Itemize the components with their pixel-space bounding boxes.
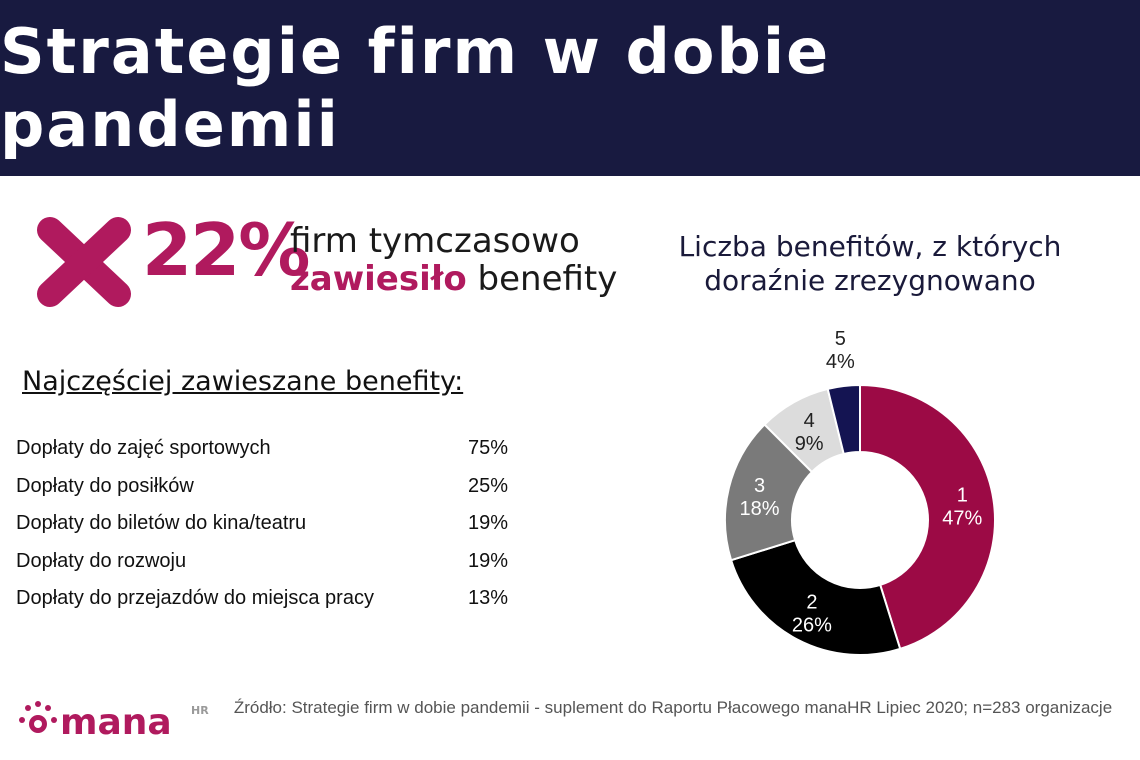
benefit-value: 75% <box>468 437 509 460</box>
benefit-label: Dopłaty do zajęć sportowych <box>16 437 271 460</box>
benefit-value: 13% <box>468 587 509 610</box>
highlight-line-2-rest: benefity <box>477 259 618 299</box>
page-title: Strategie firm w dobie pandemii <box>0 15 831 161</box>
pie-slice-1 <box>859 383 996 651</box>
benefit-label: Dopłaty do rozwoju <box>16 549 187 572</box>
benefit-value: 19% <box>468 512 509 535</box>
list-item: Dopłaty do posiłków 25% <box>16 468 516 506</box>
benefit-label: Dopłaty do posiłków <box>16 474 194 497</box>
benefit-label: Dopłaty do biletów do kina/teatru <box>16 512 307 535</box>
list-item: Dopłaty do biletów do kina/teatru 19% <box>16 505 516 543</box>
list-item: Dopłaty do przejazdów do miejsca pracy 1… <box>16 580 516 618</box>
benefit-value: 19% <box>468 549 509 572</box>
slice-category-label: 2 <box>806 592 817 614</box>
benefits-list: Dopłaty do zajęć sportowych 75% Dopłaty … <box>16 430 516 618</box>
highlight-line-1: firm tymczasowo <box>290 221 580 261</box>
highlight-percent: 22% <box>142 208 310 292</box>
donut-chart: 147% 226% 318% 49% 54% <box>724 330 996 656</box>
benefits-list-title: Najczęściej zawieszane benefity: <box>22 366 464 397</box>
pie-slice-5 <box>826 383 861 456</box>
pie-slice-2 <box>729 538 902 656</box>
mana-logo: mana HR <box>19 701 209 743</box>
list-item: Dopłaty do rozwoju 19% <box>16 543 516 581</box>
benefit-label: Dopłaty do przejazdów do miejsca pracy <box>16 587 374 610</box>
chart-title: Liczba benefitów, z których doraźnie zre… <box>678 230 1062 297</box>
list-item: Dopłaty do zajęć sportowych 75% <box>16 430 516 468</box>
logo-text: mana <box>60 702 172 743</box>
pie-slice-3 <box>724 423 814 562</box>
slice-value-label: 9% <box>795 433 824 455</box>
slice-value-label: 4% <box>826 351 855 373</box>
benefit-value: 25% <box>468 474 509 497</box>
slice-value-label: 26% <box>792 615 832 637</box>
slice-value-label: 47% <box>942 507 982 529</box>
source-note: Źródło: Strategie firm w dobie pandemii … <box>233 698 1113 717</box>
logo-suffix: HR <box>191 704 209 717</box>
highlight-line-2: zawiesiło benefity <box>290 260 617 298</box>
cross-icon <box>37 217 131 307</box>
slice-category-label: 3 <box>754 475 765 497</box>
highlight-text: firm tymczasowo zawiesiło benefity <box>290 222 617 298</box>
header-banner: Strategie firm w dobie pandemii <box>0 0 1140 176</box>
highlight-accent-word: zawiesiło <box>290 259 467 299</box>
slice-category-label: 5 <box>835 330 846 350</box>
slice-category-label: 4 <box>804 410 815 432</box>
slice-value-label: 18% <box>739 498 779 520</box>
sun-icon <box>19 701 57 733</box>
slice-category-label: 1 <box>957 484 968 506</box>
